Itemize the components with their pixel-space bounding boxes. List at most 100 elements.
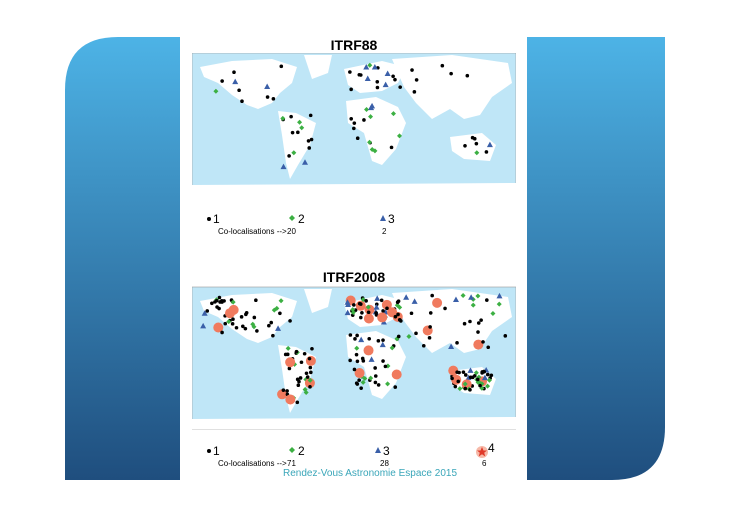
station	[393, 385, 398, 389]
station	[371, 63, 378, 70]
station	[278, 298, 284, 304]
station	[290, 130, 295, 135]
station	[289, 114, 293, 119]
station	[359, 386, 363, 390]
station	[230, 299, 236, 305]
station	[232, 78, 239, 85]
station	[301, 159, 308, 165]
station	[462, 381, 468, 387]
station	[271, 97, 276, 101]
station	[214, 298, 219, 303]
station	[359, 315, 363, 320]
station	[468, 294, 475, 300]
station	[457, 386, 463, 392]
station	[406, 334, 412, 340]
station	[278, 311, 282, 316]
station	[354, 368, 365, 379]
station	[352, 126, 356, 131]
station	[274, 305, 280, 311]
station	[296, 130, 300, 135]
station	[360, 310, 364, 315]
station	[357, 72, 362, 77]
station	[391, 369, 402, 380]
station	[381, 299, 392, 310]
station	[254, 298, 258, 303]
station	[308, 365, 313, 370]
colocation-count: 2	[382, 227, 387, 236]
colocation-label: Co-localisations -->	[218, 227, 287, 236]
station	[368, 375, 374, 381]
station	[379, 341, 386, 348]
station	[280, 163, 287, 170]
station	[265, 95, 270, 99]
station	[430, 293, 434, 298]
station	[409, 311, 414, 316]
legend-triangle	[375, 447, 381, 453]
station	[226, 319, 232, 325]
station	[374, 295, 381, 301]
station	[299, 125, 305, 131]
station	[481, 340, 485, 344]
station	[355, 136, 360, 141]
station	[489, 373, 494, 378]
station	[269, 320, 274, 325]
station	[411, 298, 418, 304]
station	[486, 345, 491, 350]
legend-label: 2	[298, 212, 305, 226]
station	[354, 381, 359, 385]
station	[223, 321, 228, 326]
station	[453, 384, 458, 389]
station	[490, 311, 496, 317]
station	[479, 318, 483, 322]
station	[297, 119, 303, 125]
station	[478, 383, 482, 388]
station	[201, 310, 208, 316]
station	[383, 364, 388, 369]
station	[428, 325, 432, 329]
station	[396, 133, 402, 139]
station	[231, 317, 235, 321]
station	[443, 306, 447, 311]
station	[355, 359, 360, 364]
right-panel	[527, 37, 665, 480]
station	[432, 297, 443, 308]
station	[403, 294, 410, 300]
map-title: ITRF88	[331, 37, 378, 53]
station	[241, 324, 245, 329]
station	[303, 390, 309, 396]
station	[367, 336, 372, 341]
station	[267, 323, 271, 328]
station	[410, 68, 414, 72]
station	[287, 154, 291, 158]
station	[364, 106, 370, 112]
station	[352, 303, 356, 307]
station	[414, 331, 418, 336]
station	[387, 307, 398, 318]
station	[367, 139, 373, 145]
station	[472, 136, 477, 141]
station	[348, 358, 352, 363]
colocation-count: 28	[380, 459, 389, 468]
station	[470, 375, 475, 380]
station	[218, 300, 222, 304]
station	[362, 118, 366, 122]
station	[310, 346, 314, 351]
station	[389, 345, 395, 351]
legend-label: 2	[298, 444, 305, 458]
station	[375, 85, 380, 90]
station	[252, 315, 257, 320]
station	[295, 400, 300, 405]
station	[365, 304, 371, 310]
station	[485, 383, 491, 389]
station	[374, 311, 378, 315]
colocation-count: 6	[482, 459, 487, 468]
station	[224, 308, 235, 319]
station	[390, 111, 396, 117]
station	[449, 71, 453, 76]
stations	[213, 62, 493, 170]
station	[217, 295, 222, 300]
station	[220, 79, 224, 83]
station	[366, 310, 371, 315]
station	[308, 385, 312, 389]
station	[421, 343, 426, 348]
